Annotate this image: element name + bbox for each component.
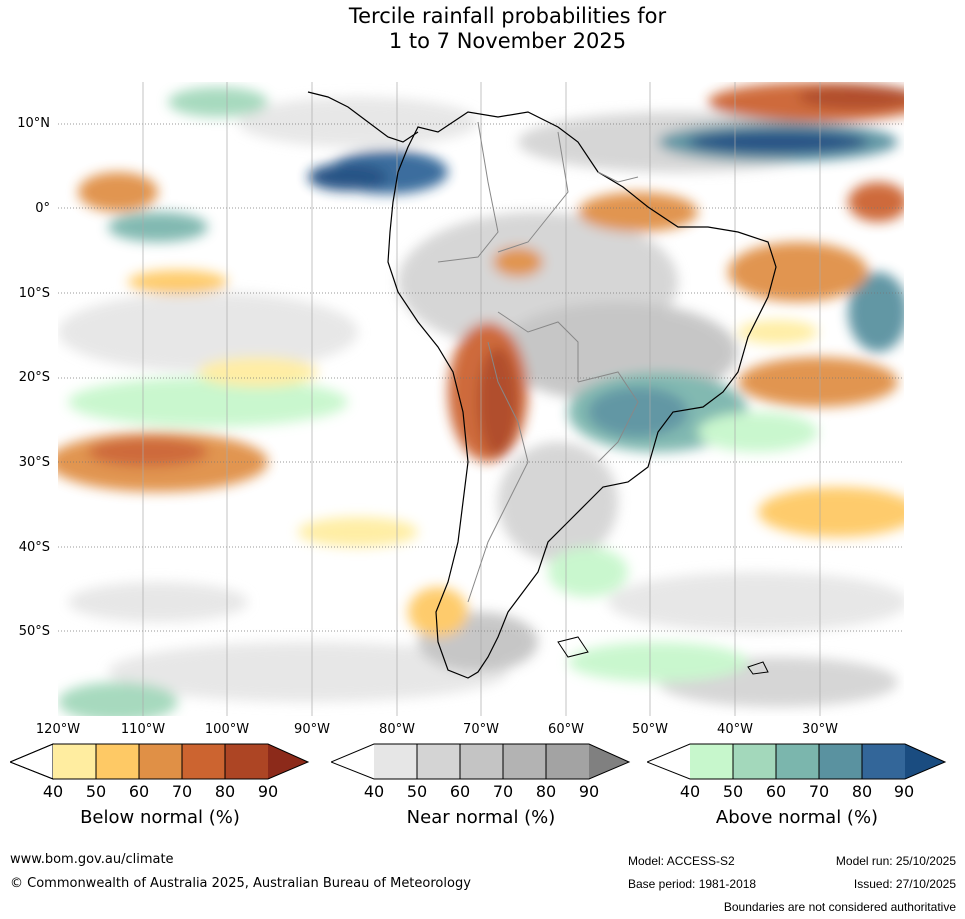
colorbar-above-arrow-high: [905, 744, 945, 779]
lon-label-30w: 30°W: [802, 722, 838, 737]
colorbar-below-title: Below normal (%): [80, 807, 240, 828]
colorbar-below-bin-50-60: [96, 744, 139, 779]
lon-label-70w: 70°W: [463, 722, 499, 737]
colorbar-above-tick: 90: [893, 782, 915, 801]
footer-copyright: © Commonwealth of Australia 2025, Austra…: [10, 876, 471, 891]
lon-label-100w: 100°W: [204, 722, 250, 737]
title-line-2: 1 to 7 November 2025: [388, 29, 627, 53]
colorbar-above-tick: 80: [851, 782, 873, 801]
colorbar-near-bin-60-70: [460, 744, 503, 779]
colorbar-above-bin-70-80: [819, 744, 862, 779]
colorbar-above-bin-40-50: [690, 744, 733, 779]
colorbar-below-tick: 60: [128, 782, 150, 801]
colorbar-below-tick: 90: [257, 782, 279, 801]
colorbar-near-bin-40-50: [374, 744, 417, 779]
lat-label-30s: 30°S: [18, 455, 50, 470]
lat-label-10n: 10°N: [17, 116, 50, 131]
colorbar-below-arrow-low: [10, 743, 54, 780]
colorbar-below-normal: [10, 743, 310, 780]
colorbar-near-arrow-low: [331, 744, 374, 779]
colorbar-above-tick: 40: [679, 782, 701, 801]
colorbar-above-title: Above normal (%): [715, 807, 879, 828]
lat-label-10s: 10°S: [18, 286, 50, 301]
colorbar-below-tick: 50: [85, 782, 107, 801]
colorbar-near-tick: 50: [406, 782, 428, 801]
lon-label-110w: 110°W: [120, 722, 166, 737]
lon-label-40w: 40°W: [717, 722, 753, 737]
title-line-1: Tercile rainfall probabilities for: [348, 4, 667, 28]
colorbar-below-tick: 80: [214, 782, 236, 801]
footer-disclaimer: Boundaries are not considered authoritat…: [723, 900, 956, 914]
lat-label-50s: 50°S: [18, 624, 50, 639]
rainfall-probability-map: [58, 82, 904, 716]
colorbar-near-normal: [331, 743, 631, 780]
footer-url[interactable]: www.bom.gov.au/climate: [10, 852, 174, 867]
footer-model-run: Model run: 25/10/2025: [835, 854, 956, 868]
colorbar-near-bin-50-60: [417, 744, 460, 779]
colorbar-near-tick: 80: [535, 782, 557, 801]
colorbar-near-arrow-high: [589, 744, 629, 779]
footer-base-period: Base period: 1981-2018: [628, 877, 757, 891]
colorbar-above-normal: [647, 743, 947, 780]
colorbar-above-tick: 50: [722, 782, 744, 801]
colorbar-above-bin-80-90: [862, 744, 905, 779]
colorbar-below-bin-80-90: [225, 744, 268, 779]
colorbar-near-bin-80-90: [546, 744, 589, 779]
colorbar-below-bin-60-70: [139, 744, 182, 779]
colorbar-near-tick: 70: [492, 782, 514, 801]
colorbar-below-tick: 70: [171, 782, 193, 801]
colorbar-near-title: Near normal (%): [406, 807, 556, 828]
colorbar-above-arrow-low: [647, 744, 690, 779]
lon-label-80w: 80°W: [379, 722, 415, 737]
map-title: Tercile rainfall probabilities for 1 to …: [0, 4, 965, 54]
lat-label-40s: 40°S: [18, 540, 50, 555]
lon-label-90w: 90°W: [294, 722, 330, 737]
lon-label-60w: 60°W: [548, 722, 584, 737]
lat-label-20s: 20°S: [18, 370, 50, 385]
lon-label-50w: 50°W: [632, 722, 668, 737]
lon-label-120w: 120°W: [35, 722, 81, 737]
colorbar-above-tick: 60: [765, 782, 787, 801]
colorbar-below-bin-70-80: [182, 744, 225, 779]
colorbar-above-bin-60-70: [776, 744, 819, 779]
colorbar-near-bin-70-80: [503, 744, 546, 779]
colorbar-below-bin-40-50: [53, 744, 96, 779]
colorbar-above-bin-50-60: [733, 744, 776, 779]
colorbar-above-tick: 70: [808, 782, 830, 801]
colorbar-near-tick: 90: [578, 782, 600, 801]
colorbar-below-tick: 40: [42, 782, 64, 801]
colorbar-near-tick: 60: [449, 782, 471, 801]
footer-model: Model: ACCESS-S2: [628, 854, 735, 868]
footer-issued: Issued: 27/10/2025: [853, 877, 956, 891]
lat-label-0: 0°: [35, 201, 50, 216]
colorbar-near-tick: 40: [363, 782, 385, 801]
colorbar-below-arrow-high: [268, 744, 308, 779]
